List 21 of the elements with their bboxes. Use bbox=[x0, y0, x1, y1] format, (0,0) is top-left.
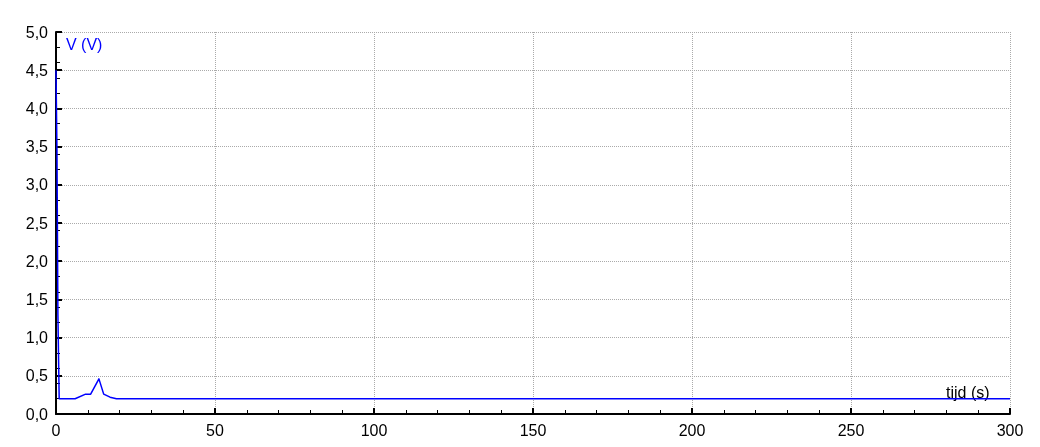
x-tick-label: 150 bbox=[519, 421, 547, 439]
y-tick-label: 5,0 bbox=[25, 23, 49, 41]
y-tick-label: 4,0 bbox=[25, 99, 49, 117]
y-tick-label: 2,0 bbox=[25, 252, 49, 270]
line-series bbox=[55, 69, 1011, 400]
y-tick-label: 4,5 bbox=[25, 61, 49, 79]
x-tick-label: 50 bbox=[206, 421, 224, 439]
x-tick-label: 100 bbox=[360, 421, 388, 439]
x-tick-label: 0 bbox=[51, 421, 61, 439]
y-tick-label: 1,0 bbox=[25, 329, 49, 347]
x-axis-title: tijd (s) bbox=[946, 383, 990, 401]
y-tick-label: 3,0 bbox=[25, 176, 49, 194]
y-tick-label: 0,5 bbox=[25, 367, 49, 385]
x-tick-label: 250 bbox=[837, 421, 865, 439]
y-tick-label: 3,5 bbox=[25, 138, 49, 156]
x-tick-label: 300 bbox=[996, 421, 1024, 439]
y-tick-label: 2,5 bbox=[25, 214, 49, 232]
x-tick-label: 200 bbox=[678, 421, 706, 439]
y-tick-label: 0,0 bbox=[25, 405, 49, 423]
y-axis-title: V (V) bbox=[66, 35, 103, 53]
y-tick-label: 1,5 bbox=[25, 290, 49, 308]
